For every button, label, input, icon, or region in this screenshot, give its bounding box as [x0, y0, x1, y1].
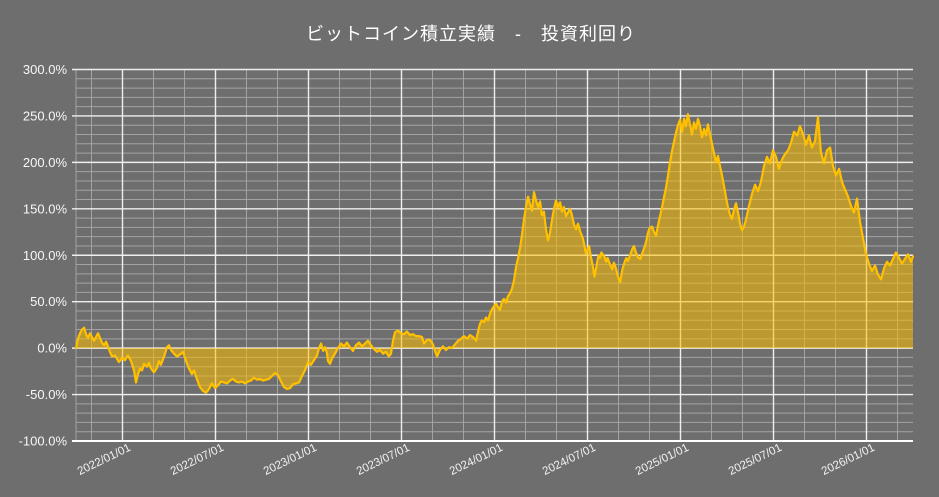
- return-area-fill: [76, 114, 913, 393]
- y-tick-label: 50.0%: [30, 294, 67, 309]
- x-tick-label: 2022/07/01: [169, 442, 226, 478]
- y-tick-label: -100.0%: [19, 434, 68, 449]
- x-tick-label: 2025/07/01: [727, 442, 784, 478]
- chart-title: ビットコイン積立実績 - 投資利回り: [306, 24, 636, 44]
- y-tick-label: -50.0%: [26, 387, 68, 402]
- y-tick-label: 150.0%: [23, 201, 68, 216]
- return-line: [74, 113, 915, 394]
- x-tick-label: 2023/01/01: [262, 442, 319, 478]
- x-tick-label: 2023/07/01: [355, 442, 412, 478]
- x-tick-label: 2025/01/01: [634, 442, 691, 478]
- x-tick-label: 2024/01/01: [448, 442, 505, 478]
- plot-graphics: 300.0% 250.0% 200.0% 150.0% 100.0% 50.0% 0.0% -…: [19, 62, 915, 478]
- y-tick-label: 200.0%: [23, 155, 68, 170]
- y-tick-label: 300.0%: [23, 62, 68, 77]
- x-tick-label: 2024/07/01: [541, 442, 598, 478]
- y-tick-label: 100.0%: [23, 248, 68, 263]
- x-tick-label: 2022/01/01: [76, 442, 133, 478]
- x-tick-label: 2026/01/01: [820, 442, 877, 478]
- y-tick-label: 0.0%: [37, 341, 67, 356]
- y-tick-label: 250.0%: [23, 108, 68, 123]
